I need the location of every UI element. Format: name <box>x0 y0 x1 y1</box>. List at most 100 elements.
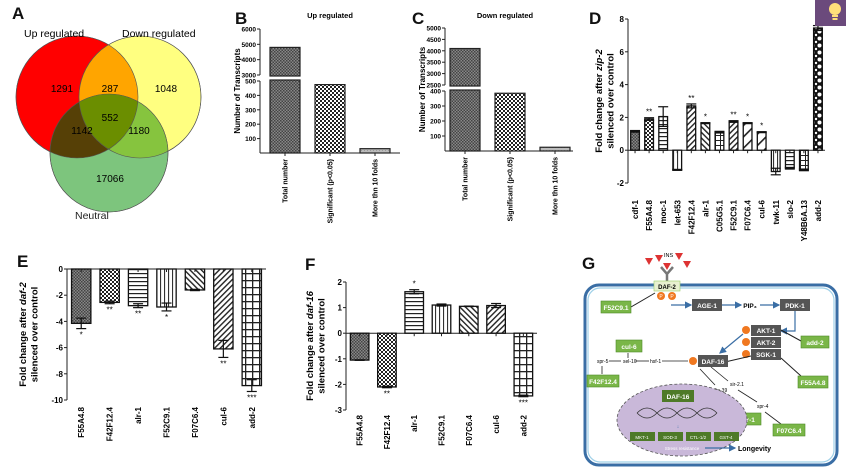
daf16-label: DAF-16 <box>702 359 725 366</box>
x-tick-label: alr-1 <box>134 406 143 423</box>
venn-count-up-down: 287 <box>102 84 119 95</box>
bar <box>728 120 739 151</box>
x-tick-label: cul-6 <box>492 414 501 433</box>
y-axis-label-line2: silenced over control <box>606 53 617 149</box>
significance-marker: ** <box>135 310 141 319</box>
sel10-label: sel-10 <box>623 359 637 365</box>
bar <box>349 332 370 361</box>
panel-letter-d: D <box>589 9 602 28</box>
venn-label-neutral: Neutral <box>75 210 109 222</box>
y-tick-label: 3500 <box>427 60 442 67</box>
bar <box>494 92 526 152</box>
target-gst4: GST-4 <box>719 435 733 440</box>
x-tick-label: F42F12.4 <box>687 199 696 234</box>
svg-text:↓: ↓ <box>677 424 680 430</box>
y-tick-label: 100 <box>245 136 256 143</box>
x-tick-label: F55A4.8 <box>77 406 86 437</box>
bar <box>458 305 479 334</box>
gene-box-f55a4 <box>797 375 829 389</box>
daf2-box <box>653 280 681 292</box>
x-tick-label: add-2 <box>248 406 257 428</box>
y-tick-label: 400 <box>430 89 441 96</box>
bar <box>377 332 397 388</box>
bar <box>241 268 263 387</box>
daf16-box <box>698 355 728 367</box>
x-tick-label: F55A4.8 <box>356 414 365 445</box>
y-tick-label: 3000 <box>242 73 257 80</box>
y-tick-label: 300 <box>245 107 256 114</box>
x-tick-label: add-2 <box>519 414 528 436</box>
gene-box-add2 <box>800 335 830 349</box>
y-tick-label: 4 <box>620 81 625 90</box>
bar <box>714 131 725 151</box>
dna-helix-icon <box>636 407 718 419</box>
bar <box>156 268 177 308</box>
panel-letter-g: G <box>582 254 596 273</box>
sgk1-label: SGK-1 <box>756 352 776 359</box>
bar <box>314 83 346 154</box>
y-tick-label: 0 <box>620 146 625 155</box>
y-tick-label: 1 <box>338 304 343 313</box>
akt2-label: AKT-2 <box>757 340 776 347</box>
bar <box>70 268 92 325</box>
significance-marker: * <box>704 113 707 122</box>
sir21-label: sir-2.1 <box>730 382 744 388</box>
gene-label-alr1: alr-1 <box>741 417 755 424</box>
gene-label-f07c6: F07C6.4 <box>777 428 802 435</box>
y-tick-label: 3000 <box>427 71 442 78</box>
x-tick-label: F52C9.1 <box>163 406 172 437</box>
y-tick-label: 4000 <box>242 57 257 64</box>
daf2-label: DAF-2 <box>658 285 676 291</box>
x-tick-label: let-653 <box>673 199 682 225</box>
bar <box>213 268 234 350</box>
nuclear-daf16-box <box>662 390 694 402</box>
y-tick-label: 0 <box>338 329 343 338</box>
venn-count-up-only: 1291 <box>51 84 74 95</box>
nuclear-daf16-label: DAF-16 <box>667 394 690 401</box>
bar <box>184 268 206 291</box>
x-tick-label: More thn 10 folds <box>373 159 380 217</box>
venn-count-up-neutral: 1142 <box>71 126 93 137</box>
venn-count-down-only: 1048 <box>155 84 178 95</box>
gene-label-f55a4: F55A4.8 <box>801 380 826 387</box>
x-tick-label: F55A4.8 <box>645 199 654 230</box>
y-tick-label: 400 <box>245 93 256 100</box>
panel-letter-b: B <box>235 9 248 28</box>
pip3-label: PIP₃ <box>743 303 756 310</box>
bar <box>404 291 425 334</box>
age1-box <box>692 299 722 311</box>
akt-stack: AKT-1 AKT-2 SGK-1 <box>742 325 781 360</box>
x-tick-label: alr-1 <box>701 199 710 216</box>
bar <box>539 146 571 152</box>
significance-marker: ** <box>646 108 652 117</box>
phospho-icon: P <box>659 294 663 300</box>
significance-marker: * <box>413 280 416 289</box>
significance-marker: * <box>80 331 83 340</box>
y-axis-label-line2: silenced over control <box>30 287 41 383</box>
gene-label-f42f12: F42F12.4 <box>589 379 617 386</box>
venn-diagram: Up regulated Down regulated Neutral 1291… <box>15 28 202 222</box>
lightbulb-icon[interactable] <box>815 0 846 26</box>
significance-marker: ** <box>220 359 226 368</box>
chart-c-down-regulated: Down regulated Number of Transcripts 2500 3… <box>418 11 573 221</box>
bar <box>449 89 481 152</box>
x-tick-label: twk-11 <box>772 199 781 224</box>
bar <box>486 304 506 334</box>
insulin-ligand-icons <box>645 253 691 270</box>
akt1-label: AKT-1 <box>757 328 776 335</box>
y-tick-label: -6 <box>56 344 64 353</box>
x-tick-label: cul-6 <box>219 406 228 425</box>
y-tick-label: 5000 <box>427 26 442 33</box>
y-tick-label: -10 <box>51 396 63 405</box>
bar <box>99 268 120 304</box>
y-axis-label: Number of Transcripts <box>418 46 427 132</box>
x-tick-label: Y48B6A.13 <box>800 199 809 241</box>
significance-marker: * <box>165 313 168 322</box>
x-tick-label: F42F12.4 <box>383 414 392 449</box>
y-tick-label: 4000 <box>427 48 442 55</box>
pdk1-box <box>780 299 810 311</box>
chart-f-daf16: Fold change after daf-16 silenced over co… <box>305 278 537 449</box>
x-tick-label: F07C6.4 <box>744 199 753 230</box>
y-tick-label: 0 <box>59 265 64 274</box>
pdk1-label: PDK-1 <box>785 303 805 310</box>
